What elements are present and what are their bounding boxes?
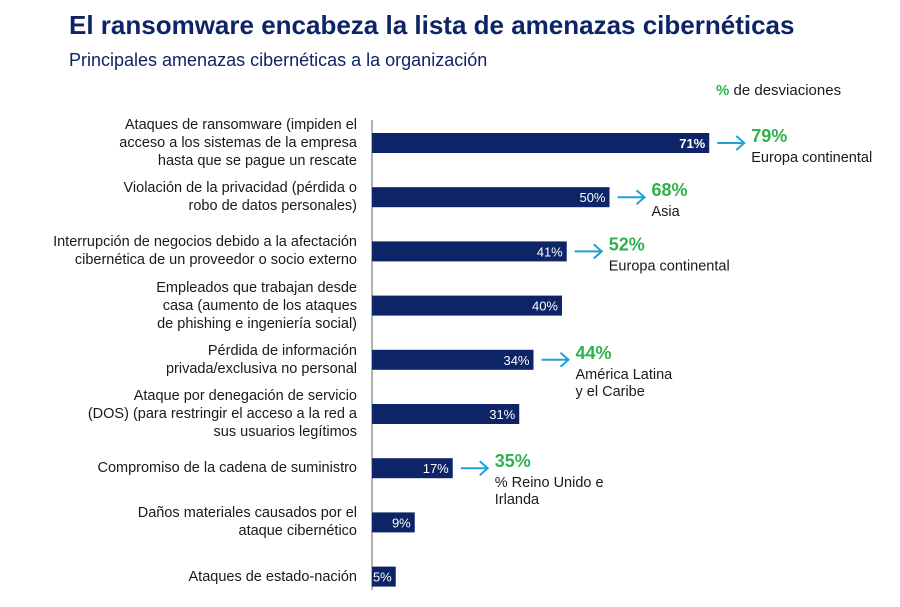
deviation-value: 68% <box>652 180 688 200</box>
deviation-region: y el Caribe <box>576 384 645 400</box>
bar-value-label: 31% <box>489 407 515 422</box>
category-label: Pérdida de información privada/exclusiva … <box>165 342 357 377</box>
bar-value-label: 50% <box>579 190 605 205</box>
category-label: Empleados que trabajan desde casa (aument… <box>156 279 357 332</box>
bar-value-label: 41% <box>537 244 563 259</box>
arrow-right-icon <box>460 460 490 476</box>
bar-value-label: 9% <box>392 515 411 530</box>
arrow-right-icon <box>617 189 647 205</box>
bar <box>372 349 534 370</box>
arrow-right-icon <box>574 243 604 260</box>
deviation-region: Asia <box>652 204 681 220</box>
bar <box>372 295 562 316</box>
bar <box>372 133 710 153</box>
bar-value-label: 34% <box>503 353 529 368</box>
bar <box>372 404 520 424</box>
bar-value-label: 17% <box>423 461 449 476</box>
deviation-value: 52% <box>609 234 645 254</box>
category-label: Ataques de estado-nación <box>188 568 358 585</box>
chart-subtitle: Principales amenazas cibernéticas a la o… <box>69 50 488 70</box>
category-label: Ataques de ransomware (impiden el acceso … <box>119 117 357 169</box>
chart-title: El ransomware encabeza la lista de amena… <box>69 10 795 40</box>
bar <box>372 187 610 208</box>
deviation-value: 35% <box>495 451 531 471</box>
category-label: Violación de la privacidad (pérdida o rob… <box>123 180 358 215</box>
deviation-value: 44% <box>576 343 612 363</box>
bar-value-label: 71% <box>679 136 705 151</box>
legend: % de desviaciones <box>716 82 841 99</box>
legend-label: de desviaciones <box>729 82 842 99</box>
arrow-right-icon <box>541 352 571 368</box>
category-label: Ataque por denegación de servicio (DOS) (… <box>87 388 357 440</box>
deviation-region: Europa continental <box>751 150 872 166</box>
bar <box>372 458 453 479</box>
category-label: Daños materiales causados por el ataque c… <box>137 505 357 540</box>
category-label: Interrupción de negocios debido a la afe… <box>53 234 357 269</box>
deviation-region: Europa continental <box>609 258 730 274</box>
deviation-region: Irlanda <box>495 492 540 508</box>
deviation-value: 79% <box>751 126 787 146</box>
arrow-right-icon <box>717 135 746 151</box>
bar-value-label: 5% <box>373 570 392 585</box>
deviation-region: América Latina <box>576 367 674 383</box>
bar <box>372 512 415 533</box>
legend-symbol: % <box>716 82 730 99</box>
category-label: Compromiso de la cadena de suministro <box>97 460 357 477</box>
bar-value-label: 40% <box>532 299 558 314</box>
bar <box>372 241 567 262</box>
bar <box>372 566 396 587</box>
deviation-region: % Reino Unido e <box>495 475 604 491</box>
